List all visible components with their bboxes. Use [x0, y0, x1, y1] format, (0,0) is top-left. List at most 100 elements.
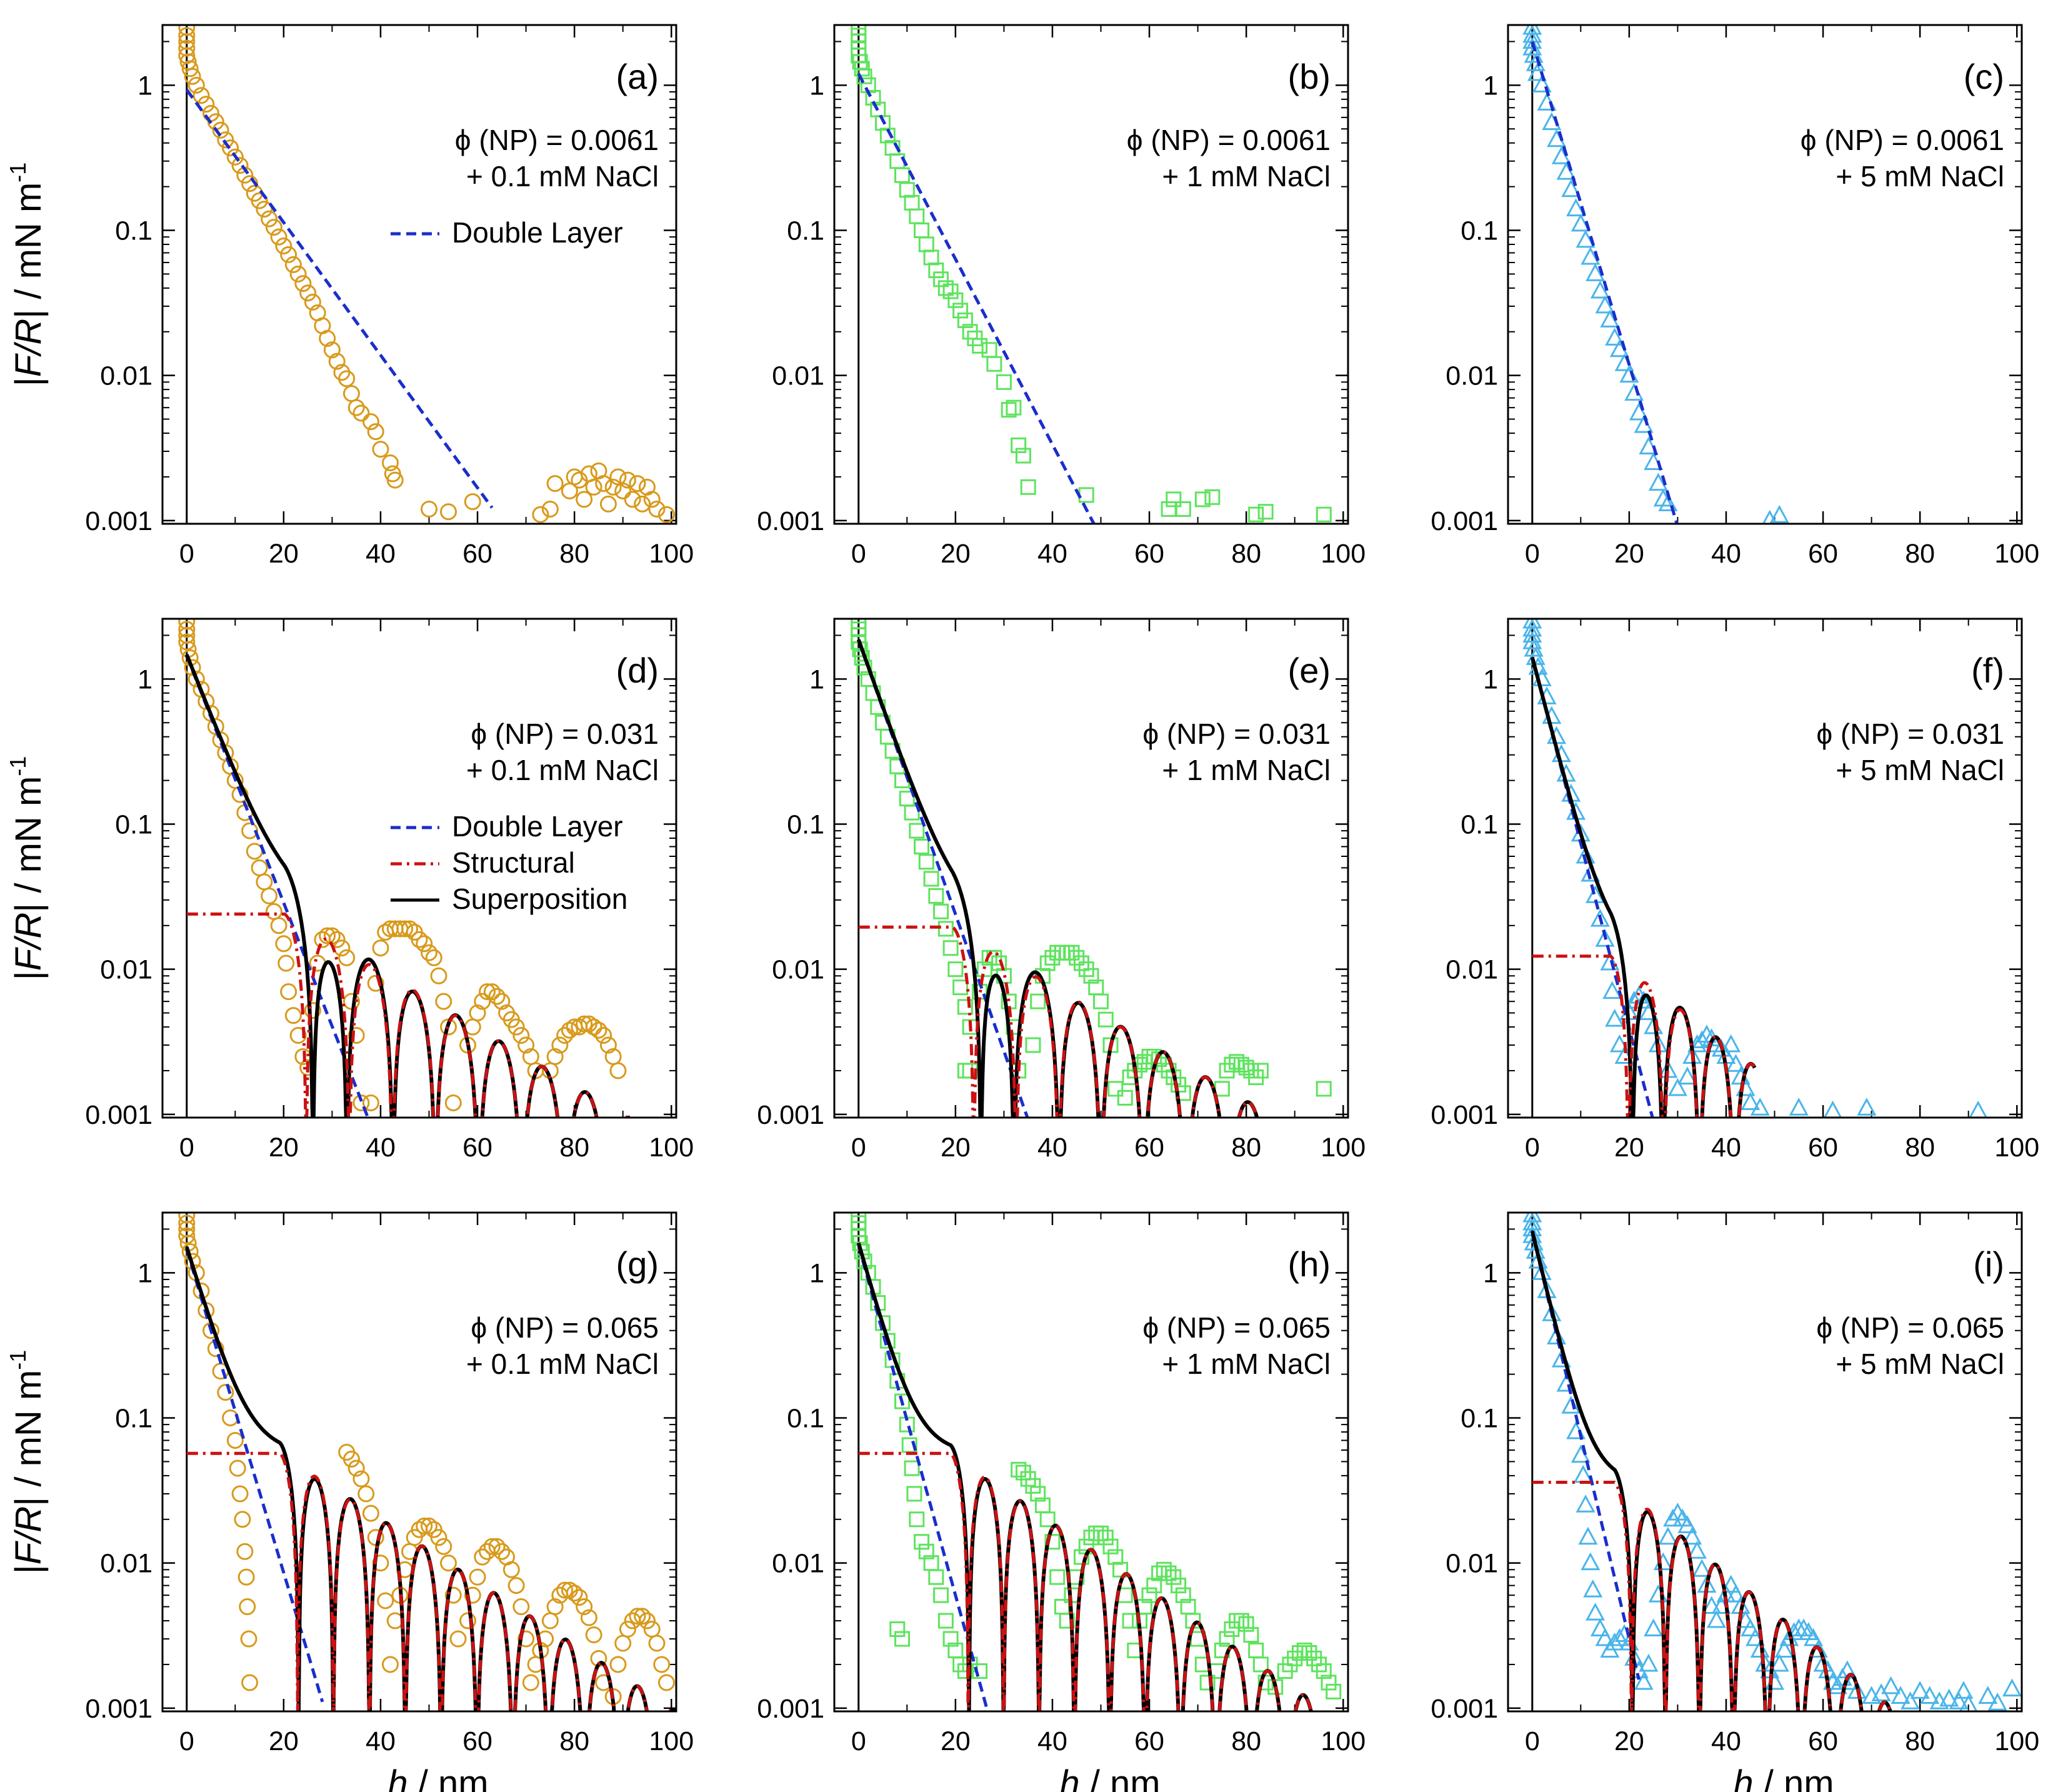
data-point [541, 1612, 559, 1629]
data-point [1093, 1525, 1109, 1541]
data-point [1321, 1674, 1337, 1691]
structural-fit-line [1532, 954, 1756, 1118]
data-point [1316, 1081, 1332, 1097]
data-point [1301, 1645, 1317, 1661]
data-point [1141, 1587, 1157, 1603]
data-point [1677, 1066, 1697, 1085]
data-point [367, 423, 384, 441]
data-point [1522, 631, 1542, 649]
panel-label: (a) [616, 57, 659, 96]
data-point [1595, 295, 1615, 314]
data-point [996, 374, 1012, 390]
data-point [1547, 1326, 1567, 1344]
data-point [1978, 1686, 1998, 1704]
salt-annotation: + 1 mM NaCl [1162, 160, 1331, 193]
data-point [229, 1459, 246, 1477]
data-point [609, 1656, 627, 1673]
data-point [894, 1393, 911, 1409]
data-point [1794, 1618, 1814, 1637]
data-point [1586, 263, 1606, 281]
data-point [1954, 1681, 1974, 1699]
data-point [546, 1598, 564, 1616]
data-point [323, 341, 341, 359]
data-point [192, 87, 210, 104]
data-point [942, 283, 959, 299]
data-point [178, 25, 196, 36]
x-tick-label: 40 [366, 539, 396, 569]
data-series [851, 1213, 1342, 1699]
data-point [381, 1656, 399, 1673]
data-point [1214, 1081, 1230, 1097]
data-point [1107, 1081, 1124, 1097]
x-tick-label: 0 [179, 1726, 194, 1756]
data-point [909, 823, 925, 839]
data-point [265, 219, 282, 236]
superposition-fit-line [856, 639, 1259, 1118]
plot-frame [833, 618, 1349, 1119]
data-point [304, 1002, 321, 1019]
data-point [1658, 493, 1678, 511]
phi-annotation: ϕ (NP) = 0.031 [1142, 718, 1331, 750]
data-point [440, 1554, 457, 1572]
data-point [184, 659, 201, 676]
data-point [421, 500, 438, 518]
data-point [629, 1608, 646, 1625]
data-point [541, 500, 559, 518]
y-tick-label: 1 [1483, 71, 1498, 101]
data-point [1702, 1596, 1722, 1614]
superposition-fit-line [1530, 656, 1757, 1118]
structural-fit-line [186, 912, 630, 1118]
data-point [595, 1027, 612, 1044]
y-tick-label: 0.1 [787, 810, 824, 840]
fit-curves [856, 1242, 1313, 1711]
data-point [1629, 402, 1649, 421]
x-tick-label: 20 [269, 1726, 299, 1756]
data-point [1112, 1561, 1129, 1578]
data-point [449, 1630, 467, 1648]
data-point [1252, 1656, 1269, 1673]
data-point [430, 967, 447, 984]
data-point [178, 1214, 196, 1232]
data-point [561, 1021, 578, 1039]
y-tick-label: 0.1 [787, 216, 824, 246]
x-tick-label: 60 [1808, 1133, 1838, 1163]
data-point [972, 338, 988, 354]
x-tick-label: 60 [1134, 1726, 1164, 1756]
data-point [1083, 1529, 1099, 1546]
data-point [1524, 44, 1544, 63]
structural-fit-line [186, 1451, 676, 1711]
data-point [284, 1007, 302, 1024]
data-point [634, 1608, 651, 1625]
y-tick-label: 1 [137, 664, 152, 694]
data-point [653, 1656, 671, 1673]
data-point [1049, 1569, 1066, 1585]
x-tick-label: 80 [559, 1133, 589, 1163]
fit-curves [184, 1246, 676, 1711]
data-point [1581, 246, 1601, 265]
data-point [1088, 1525, 1104, 1541]
data-point [401, 920, 418, 938]
data-point [425, 949, 442, 966]
data-point [604, 478, 622, 496]
data-point [251, 859, 268, 876]
data-point [1789, 1098, 1809, 1116]
data-point [914, 838, 930, 854]
data-series [178, 25, 675, 523]
data-point [1561, 1395, 1581, 1414]
data-point [1219, 1631, 1235, 1647]
data-point [1823, 1100, 1842, 1118]
x-tick-label: 0 [1525, 1133, 1540, 1163]
data-point [251, 192, 268, 209]
data-point [914, 223, 930, 239]
data-point [1078, 487, 1094, 503]
data-point [284, 256, 302, 273]
data-point [1522, 37, 1542, 56]
data-point [1059, 1613, 1075, 1629]
data-point [1556, 161, 1576, 180]
y-axis-label: |F/R| / mN m-1 [5, 756, 49, 981]
data-point [222, 139, 239, 157]
panel-e: 0 20 40 60 80 100 0.001 0.01 0.1 1 (e) ϕ (NP) = 0.0… [757, 618, 1366, 1163]
data-point [1624, 383, 1644, 401]
data-point [1522, 1224, 1542, 1243]
y-tick-label: 0.01 [100, 1549, 152, 1579]
